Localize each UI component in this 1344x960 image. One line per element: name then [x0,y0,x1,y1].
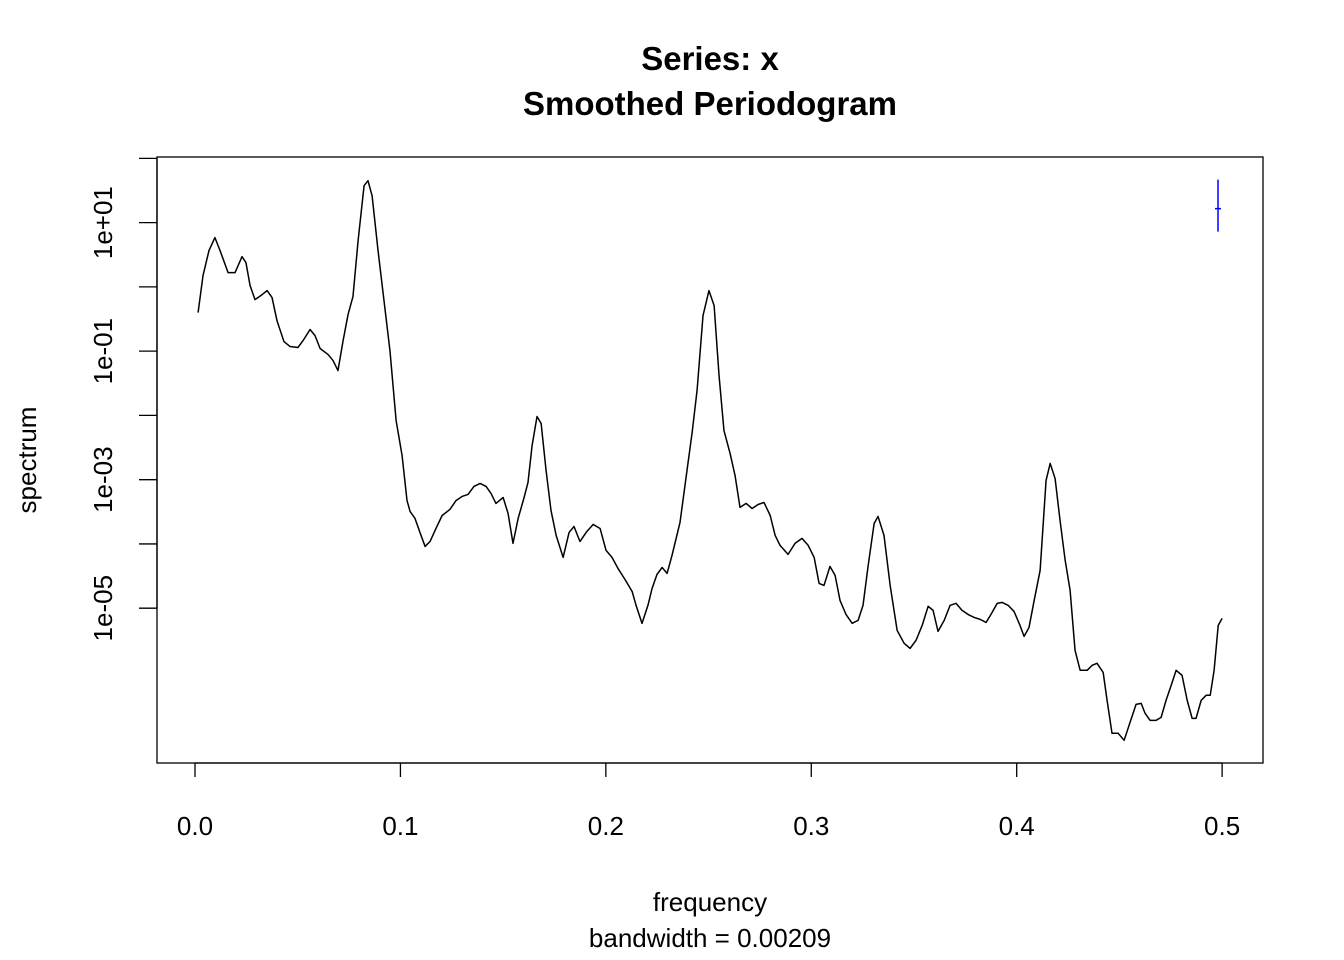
x-tick-label: 0.0 [177,811,213,841]
x-tick-label: 0.3 [793,811,829,841]
plot-box [156,156,1264,764]
y-tick-label: 1e-05 [88,575,118,642]
y-tick-label: 1e-01 [88,318,118,385]
x-tick-label: 0.1 [382,811,418,841]
chart-title: Series: x [641,40,779,77]
chart-subtitle: Smoothed Periodogram [523,85,897,122]
x-tick-label: 0.5 [1204,811,1240,841]
y-tick-label: 1e-03 [88,446,118,513]
x-axis-sublabel: bandwidth = 0.00209 [589,923,831,953]
x-axis-label: frequency [653,887,767,917]
x-tick-label: 0.4 [999,811,1035,841]
y-axis-label: spectrum [12,407,42,514]
y-tick-label: 1e+01 [88,186,118,259]
x-tick-label: 0.2 [588,811,624,841]
spectrum-line [197,179,1223,742]
